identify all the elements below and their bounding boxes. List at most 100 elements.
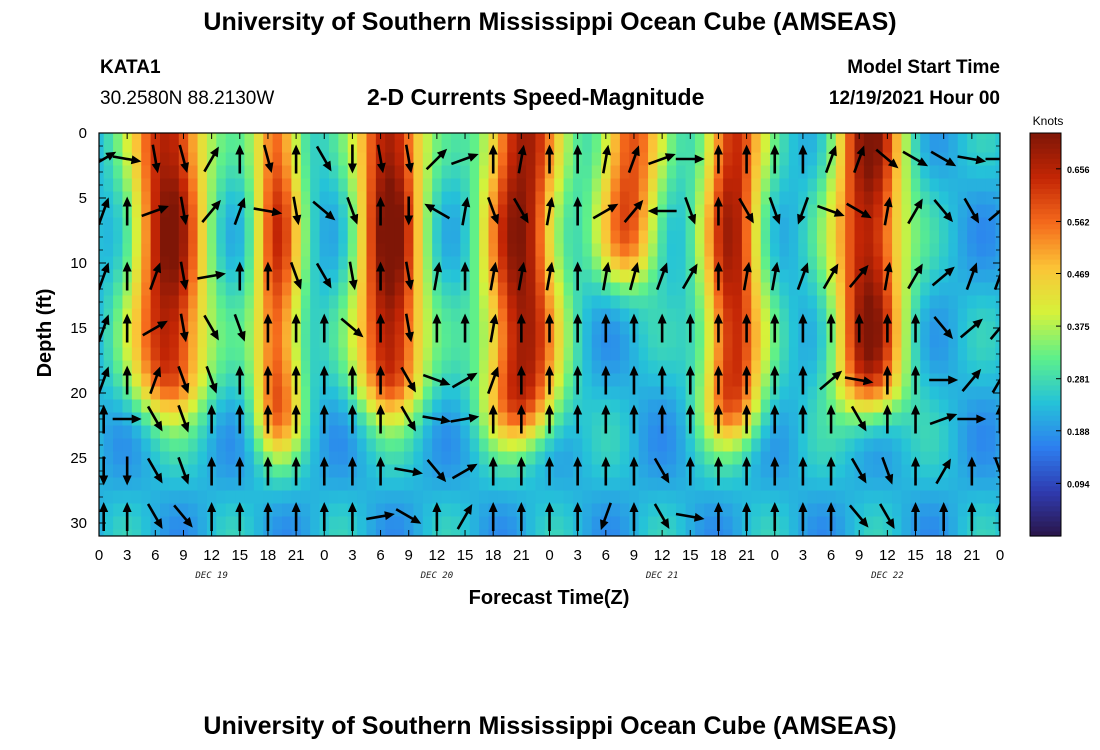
heatmap-cell bbox=[469, 373, 480, 388]
heatmap-cell bbox=[685, 165, 696, 180]
heatmap-cell bbox=[432, 438, 443, 453]
heatmap-cell bbox=[807, 230, 818, 245]
heatmap-cell bbox=[694, 490, 705, 505]
heatmap-cell bbox=[957, 373, 968, 388]
heatmap-cell bbox=[779, 178, 790, 193]
heatmap-cell bbox=[188, 321, 199, 336]
heatmap-cell bbox=[441, 503, 452, 518]
heatmap-cell bbox=[957, 204, 968, 219]
heatmap-cell bbox=[770, 191, 781, 206]
heatmap-cell bbox=[450, 152, 461, 167]
heatmap-cell bbox=[629, 295, 640, 310]
heatmap-cell bbox=[770, 178, 781, 193]
heatmap-cell bbox=[394, 334, 405, 349]
heatmap-cell bbox=[967, 308, 978, 323]
heatmap-cell bbox=[732, 529, 743, 536]
heatmap-cell bbox=[253, 425, 264, 440]
heatmap-cell bbox=[300, 191, 311, 206]
heatmap-cell bbox=[704, 191, 715, 206]
heatmap-cell bbox=[929, 334, 940, 349]
heatmap-cell bbox=[854, 243, 865, 258]
current-vector bbox=[319, 456, 329, 486]
heatmap-cell bbox=[141, 334, 152, 349]
heatmap-cell bbox=[732, 386, 743, 401]
heatmap-cell bbox=[366, 230, 377, 245]
heatmap-cell bbox=[404, 334, 415, 349]
heatmap-cell bbox=[479, 399, 490, 414]
heatmap-cell bbox=[741, 490, 752, 505]
heatmap-cell bbox=[845, 386, 856, 401]
heatmap-cell bbox=[948, 295, 959, 310]
current-vector bbox=[488, 456, 498, 486]
heatmap-cell bbox=[892, 516, 903, 531]
heatmap-cell bbox=[272, 269, 283, 284]
x-tick-label: 0 bbox=[320, 547, 328, 564]
heatmap-cell bbox=[723, 282, 734, 297]
heatmap-cell bbox=[554, 321, 565, 336]
heatmap-cell bbox=[160, 282, 170, 297]
x-axis: 0 3 6 9 12 15 18 21 0 3 6 9 12 15 18 21 0 3 6 9 12 15 18 21 0 3 6 9… bbox=[95, 133, 1004, 581]
heatmap-cell bbox=[197, 230, 208, 245]
heatmap-cell bbox=[835, 464, 846, 479]
heatmap-cell bbox=[619, 217, 630, 232]
heatmap-cell bbox=[450, 425, 461, 440]
heatmap-cell bbox=[976, 399, 987, 414]
heatmap-cell bbox=[948, 217, 959, 232]
heatmap-cell bbox=[741, 256, 752, 271]
heatmap-cell bbox=[479, 165, 490, 180]
heatmap-cell bbox=[160, 230, 170, 245]
heatmap-cell bbox=[619, 516, 630, 531]
heatmap-cell bbox=[882, 295, 893, 310]
current-vector bbox=[713, 196, 723, 226]
colorbar-step bbox=[1030, 203, 1061, 210]
heatmap-cell bbox=[619, 282, 630, 297]
heatmap-cell bbox=[282, 425, 293, 440]
heatmap-cell bbox=[648, 308, 659, 323]
heatmap-cell bbox=[253, 282, 264, 297]
heatmap-cell bbox=[666, 529, 677, 536]
heatmap-cell bbox=[497, 256, 508, 271]
heatmap-cell bbox=[732, 282, 743, 297]
heatmap-cell bbox=[985, 425, 996, 440]
heatmap-cell bbox=[422, 373, 433, 388]
heatmap-cell bbox=[235, 230, 246, 245]
heatmap-cell bbox=[197, 321, 208, 336]
date-label: DEC 20 bbox=[420, 571, 454, 581]
heatmap-cell bbox=[103, 412, 114, 427]
current-vector bbox=[289, 261, 302, 290]
heatmap-cell bbox=[441, 152, 452, 167]
heatmap-cell bbox=[497, 334, 508, 349]
current-vector bbox=[146, 457, 163, 484]
heatmap-cell bbox=[732, 451, 743, 466]
current-vector bbox=[629, 502, 639, 531]
heatmap-cell bbox=[929, 490, 940, 505]
heatmap-cell bbox=[704, 269, 715, 284]
colorbar-step bbox=[1030, 263, 1061, 270]
heatmap-cell bbox=[657, 503, 668, 518]
heatmap-cell bbox=[704, 477, 715, 492]
heatmap-cell bbox=[760, 282, 771, 297]
current-vector bbox=[826, 313, 836, 343]
current-vector bbox=[149, 366, 162, 395]
heatmap-cell bbox=[723, 451, 734, 466]
heatmap-cell bbox=[300, 386, 311, 401]
heatmap-cell bbox=[131, 178, 142, 193]
heatmap-cell bbox=[554, 152, 565, 167]
x-tick-label: 3 bbox=[123, 547, 131, 564]
heatmap-cell bbox=[450, 399, 461, 414]
heatmap-cell bbox=[751, 165, 762, 180]
heatmap-cell bbox=[263, 191, 274, 206]
colorbar-step bbox=[1030, 354, 1061, 361]
heatmap-cell bbox=[835, 295, 846, 310]
heatmap-cell bbox=[516, 230, 527, 245]
heatmap-cell bbox=[197, 373, 208, 388]
heatmap-cell bbox=[892, 295, 903, 310]
heatmap-cell bbox=[366, 464, 377, 479]
heatmap-cell bbox=[188, 516, 199, 531]
heatmap-cell bbox=[816, 139, 827, 154]
heatmap-cell bbox=[694, 360, 705, 375]
model-start-value: 12/19/2021 Hour 00 bbox=[828, 88, 1000, 109]
heatmap-cell bbox=[160, 451, 170, 466]
heatmap-cell bbox=[319, 165, 330, 180]
heatmap-cell bbox=[103, 243, 114, 258]
